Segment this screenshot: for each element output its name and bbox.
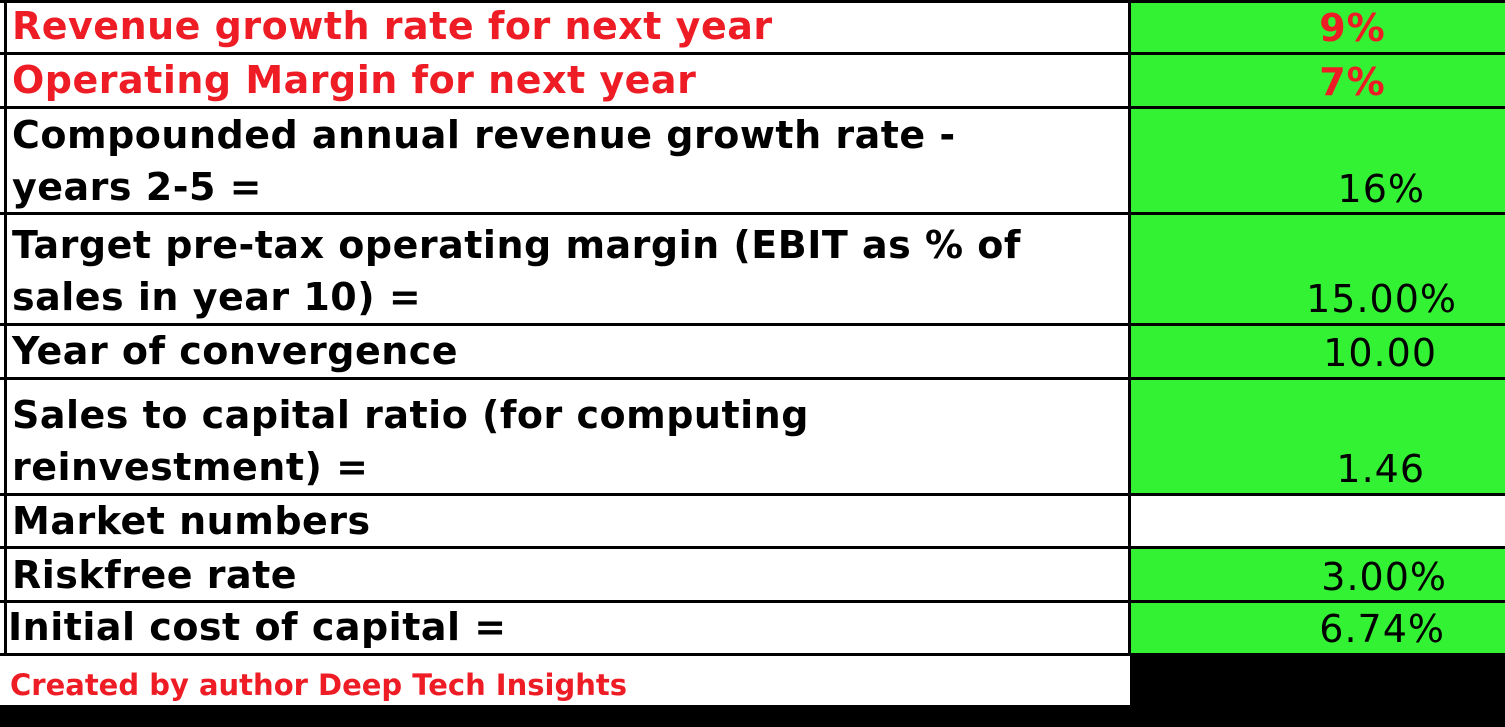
grid-line	[0, 0, 1505, 3]
row-target-margin: Target pre-tax operating margin (EBIT as…	[0, 215, 1505, 325]
grid-line	[0, 600, 1505, 603]
row-value: 9%	[1319, 6, 1386, 50]
value-cell[interactable]: 15.00%	[1130, 215, 1505, 325]
grid-line	[0, 377, 1505, 380]
footer-credit: Created by author Deep Tech Insights	[10, 668, 627, 702]
row-market-numbers: Market numbers	[0, 495, 1505, 549]
row-riskfree-rate: Riskfree rate 3.00%	[0, 549, 1505, 603]
label-cell[interactable]: Sales to capital ratio (for computing re…	[6, 379, 1130, 495]
value-cell[interactable]: 10.00	[1130, 325, 1505, 379]
row-value: 10.00	[1323, 331, 1437, 375]
value-cell[interactable]: 6.74%	[1130, 603, 1505, 655]
row-label: Compounded annual revenue growth rate - …	[12, 113, 956, 209]
row-value: 15.00%	[1306, 277, 1457, 321]
row-value: 16%	[1337, 167, 1425, 211]
row-sales-to-capital: Sales to capital ratio (for computing re…	[0, 379, 1505, 495]
label-cell[interactable]: Initial cost of capital =	[6, 603, 1130, 655]
value-cell[interactable]	[1130, 495, 1505, 549]
row-label: Target pre-tax operating margin (EBIT as…	[12, 223, 1021, 319]
grid-line	[0, 493, 1505, 496]
row-year-convergence: Year of convergence 10.00	[0, 325, 1505, 379]
label-cell[interactable]: Compounded annual revenue growth rate - …	[6, 108, 1130, 215]
grid-line	[0, 106, 1505, 109]
grid-line	[0, 323, 1505, 326]
grid-line	[4, 0, 7, 655]
grid-line	[0, 52, 1505, 55]
grid-line	[0, 212, 1505, 215]
label-cell[interactable]: Riskfree rate	[6, 549, 1130, 603]
value-cell[interactable]: 3.00%	[1130, 549, 1505, 603]
row-value: 1.46	[1336, 447, 1425, 491]
label-cell[interactable]: Market numbers	[6, 495, 1130, 549]
row-value: 6.74%	[1319, 607, 1445, 651]
row-label: Year of convergence	[12, 329, 459, 373]
value-cell[interactable]: 16%	[1130, 108, 1505, 215]
value-cell[interactable]: 9%	[1130, 0, 1505, 54]
label-cell[interactable]: Target pre-tax operating margin (EBIT as…	[6, 215, 1130, 325]
row-value: 7%	[1319, 60, 1386, 104]
row-label: Riskfree rate	[12, 553, 298, 597]
grid-line	[1128, 0, 1131, 655]
row-label: Sales to capital ratio (for computing re…	[12, 393, 809, 489]
value-cell[interactable]: 1.46	[1130, 379, 1505, 495]
label-cell[interactable]: Year of convergence	[6, 325, 1130, 379]
row-value: 3.00%	[1321, 555, 1447, 599]
row-cagr: Compounded annual revenue growth rate - …	[0, 108, 1505, 215]
grid-line	[0, 546, 1505, 549]
row-label: Market numbers	[12, 499, 371, 543]
row-label: Revenue growth rate for next year	[12, 4, 773, 48]
row-operating-margin: Operating Margin for next year 7%	[0, 54, 1505, 108]
grid-line	[0, 653, 1505, 656]
row-label: Initial cost of capital =	[8, 605, 507, 649]
row-revenue-growth: Revenue growth rate for next year 9%	[0, 0, 1505, 54]
label-cell[interactable]: Revenue growth rate for next year	[6, 0, 1130, 54]
value-cell[interactable]: 7%	[1130, 54, 1505, 108]
row-label: Operating Margin for next year	[12, 58, 697, 102]
row-cost-of-capital: Initial cost of capital = 6.74%	[0, 603, 1505, 655]
bottom-bar	[0, 705, 1505, 727]
label-cell[interactable]: Operating Margin for next year	[6, 54, 1130, 108]
